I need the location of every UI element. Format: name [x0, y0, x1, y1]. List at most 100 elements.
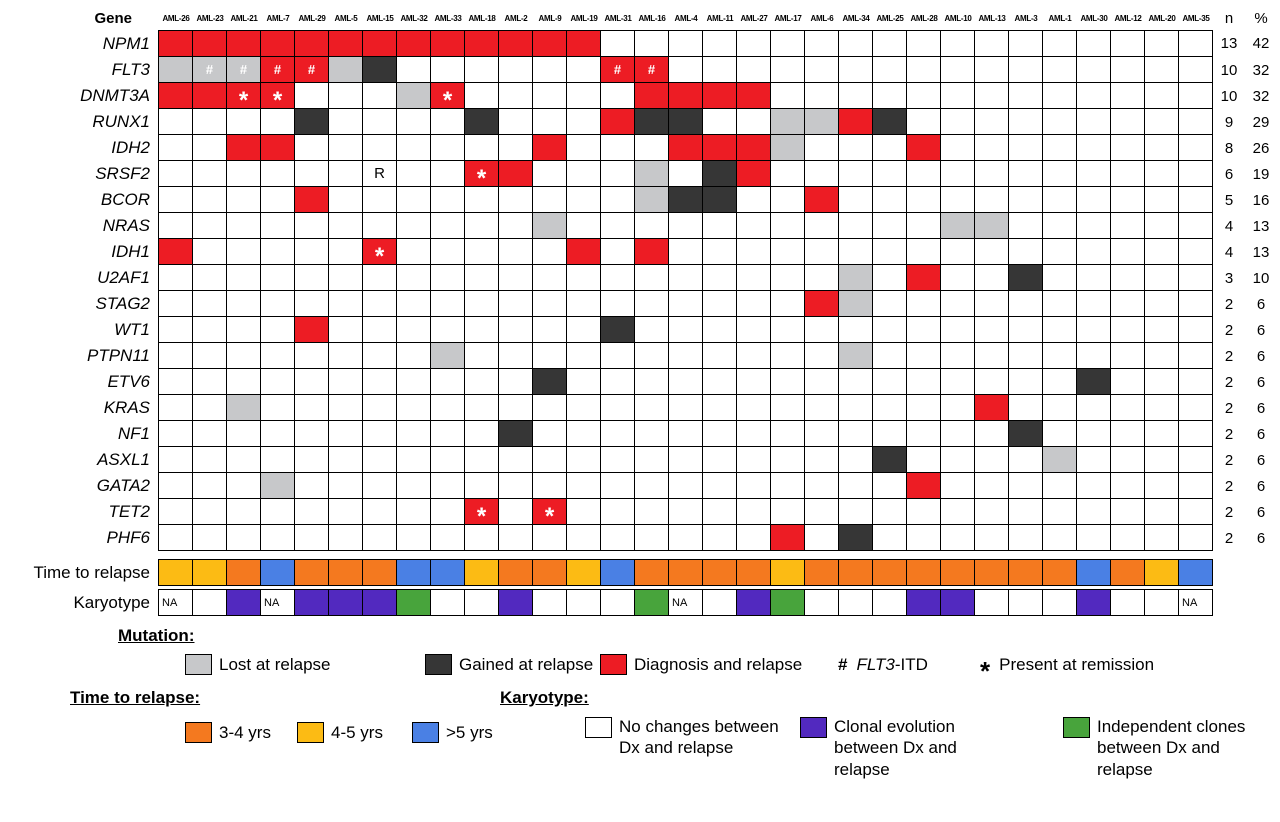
- matrix-cell: [941, 265, 975, 291]
- matrix-cell: [567, 317, 601, 343]
- matrix-cell: [499, 213, 533, 239]
- matrix-cell: [295, 187, 329, 213]
- matrix-cell: [1009, 31, 1043, 57]
- sample-header: AML-6: [810, 13, 834, 23]
- matrix-cell: [703, 447, 737, 473]
- matrix-cell: [465, 109, 499, 135]
- matrix-cell: [295, 31, 329, 57]
- matrix-cell: [941, 31, 975, 57]
- matrix-cell: [771, 499, 805, 525]
- matrix-cell: [1111, 239, 1145, 265]
- matrix-cell: [805, 447, 839, 473]
- matrix-cell: [261, 447, 295, 473]
- matrix-cell: [499, 447, 533, 473]
- matrix-cell: [839, 369, 873, 395]
- sample-header: AML-29: [298, 13, 326, 23]
- matrix-cell: [431, 421, 465, 447]
- matrix-cell: [1009, 187, 1043, 213]
- matrix-cell: [703, 291, 737, 317]
- matrix-cell: [431, 109, 465, 135]
- matrix-cell: [941, 57, 975, 83]
- karyotype-cell-white: [1145, 590, 1179, 616]
- matrix-cell: [1179, 525, 1213, 551]
- matrix-cell: [1009, 499, 1043, 525]
- gene-n-value: 9: [1224, 113, 1234, 131]
- matrix-cell: [601, 525, 635, 551]
- matrix-cell: [669, 265, 703, 291]
- matrix-cell: [1009, 447, 1043, 473]
- matrix-cell: [805, 135, 839, 161]
- matrix-cell: [193, 447, 227, 473]
- time-to-relapse-cell-orange: [703, 560, 737, 586]
- matrix-cell: [1111, 369, 1145, 395]
- karyotype-cell-white: [567, 590, 601, 616]
- matrix-cell: [465, 525, 499, 551]
- sample-header: AML-11: [706, 13, 734, 23]
- matrix-cell: [465, 473, 499, 499]
- time-gt5-swatch: [412, 722, 439, 743]
- flt3-itd-marker: #: [647, 62, 656, 77]
- matrix-cell: [941, 525, 975, 551]
- matrix-cell: [465, 31, 499, 57]
- gene-label: GATA2: [96, 476, 150, 495]
- matrix-cell: [873, 265, 907, 291]
- legend-label: No changes between Dx and relapse: [619, 717, 779, 758]
- matrix-cell: [193, 31, 227, 57]
- time-to-relapse-cell-orange: [907, 560, 941, 586]
- matrix-cell: [261, 421, 295, 447]
- matrix-cell: [1111, 265, 1145, 291]
- matrix-cell: [703, 317, 737, 343]
- matrix-cell: [941, 473, 975, 499]
- time-to-relapse-cell-blue: [431, 560, 465, 586]
- legend-item-present-at-remission: * Present at remission: [980, 654, 1155, 686]
- matrix-cell: [397, 499, 431, 525]
- matrix-cell: [431, 161, 465, 187]
- matrix-cell: [771, 317, 805, 343]
- matrix-cell: [975, 499, 1009, 525]
- sample-header: AML-12: [1114, 13, 1142, 23]
- matrix-cell: [499, 317, 533, 343]
- gene-cells-strip: [158, 291, 1213, 317]
- matrix-cell: [159, 109, 193, 135]
- matrix-cell: [635, 343, 669, 369]
- gene-pct-value: 6: [1256, 529, 1266, 547]
- matrix-cell: [771, 395, 805, 421]
- gene-row-srsf2: SRSF2 R * 6 19: [0, 161, 1280, 190]
- matrix-cell: [533, 473, 567, 499]
- matrix-cell: [1145, 525, 1179, 551]
- matrix-cell: [975, 265, 1009, 291]
- matrix-cell: [737, 499, 771, 525]
- matrix-cell: [533, 31, 567, 57]
- matrix-cell: [601, 187, 635, 213]
- matrix-cell: [295, 525, 329, 551]
- flt3-gene-italic: FLT3: [856, 654, 895, 674]
- matrix-cell: [295, 265, 329, 291]
- sample-header: AML-35: [1182, 13, 1210, 23]
- karyotype-cell-green: [397, 590, 431, 616]
- matrix-cell: [261, 187, 295, 213]
- gene-cells-strip: # # # # # #: [158, 57, 1213, 83]
- matrix-cell: [499, 135, 533, 161]
- matrix-cell: [261, 473, 295, 499]
- time-to-relapse-cell-orange: [635, 560, 669, 586]
- matrix-cell: [907, 57, 941, 83]
- matrix-cell: [1077, 31, 1111, 57]
- matrix-cell: [1009, 161, 1043, 187]
- matrix-cell: [873, 291, 907, 317]
- matrix-cell: [431, 187, 465, 213]
- matrix-cell: [431, 369, 465, 395]
- matrix-cell: [669, 525, 703, 551]
- matrix-cell: [907, 447, 941, 473]
- gene-pct-value: 16: [1252, 191, 1270, 209]
- matrix-cell: [499, 291, 533, 317]
- matrix-cell: [737, 31, 771, 57]
- gene-label: SRSF2: [95, 164, 150, 183]
- matrix-cell: [295, 421, 329, 447]
- matrix-cell: [499, 369, 533, 395]
- matrix-cell: [193, 525, 227, 551]
- gene-pct-value: 6: [1256, 503, 1266, 521]
- gene-label: NRAS: [102, 216, 150, 235]
- matrix-cell: [227, 421, 261, 447]
- matrix-cell: [907, 31, 941, 57]
- matrix-cell: [227, 31, 261, 57]
